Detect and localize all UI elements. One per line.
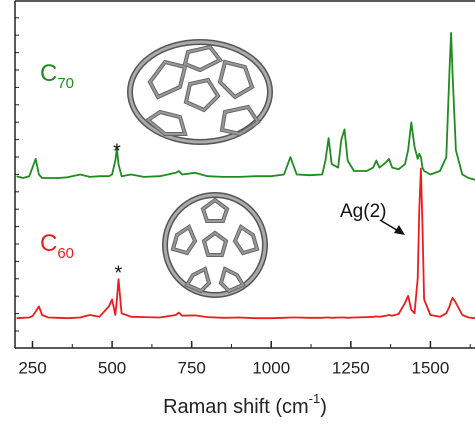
series-label: C70 bbox=[40, 60, 74, 92]
c70-molecule bbox=[127, 39, 273, 145]
series-subscript: 70 bbox=[57, 75, 74, 92]
x-tick-label: 750 bbox=[177, 358, 205, 377]
peak-annotation: Ag(2) bbox=[340, 201, 386, 222]
x-tick-label: 500 bbox=[98, 358, 126, 377]
x-label-superscript: -1 bbox=[309, 391, 321, 406]
series-name: C bbox=[40, 60, 57, 87]
series-name: C bbox=[40, 230, 57, 257]
annotation-arrowhead bbox=[394, 225, 405, 235]
x-tick-label: 250 bbox=[18, 358, 46, 377]
x-label-suffix: ) bbox=[320, 396, 327, 418]
peak-star: * bbox=[113, 140, 121, 162]
c60-molecule bbox=[162, 192, 268, 298]
series-subscript: 60 bbox=[57, 245, 74, 262]
spectrum-line bbox=[16, 32, 475, 181]
x-tick-label: 1500 bbox=[412, 358, 450, 377]
series-label: C60 bbox=[40, 230, 74, 262]
peak-star: * bbox=[115, 262, 123, 284]
x-label-text: Raman shift (cm bbox=[163, 396, 309, 418]
x-axis-label: Raman shift (cm-1) bbox=[163, 391, 327, 418]
x-tick-label: 1000 bbox=[252, 358, 290, 377]
x-tick-label: 1250 bbox=[332, 358, 370, 377]
spectrum-line bbox=[16, 167, 475, 320]
